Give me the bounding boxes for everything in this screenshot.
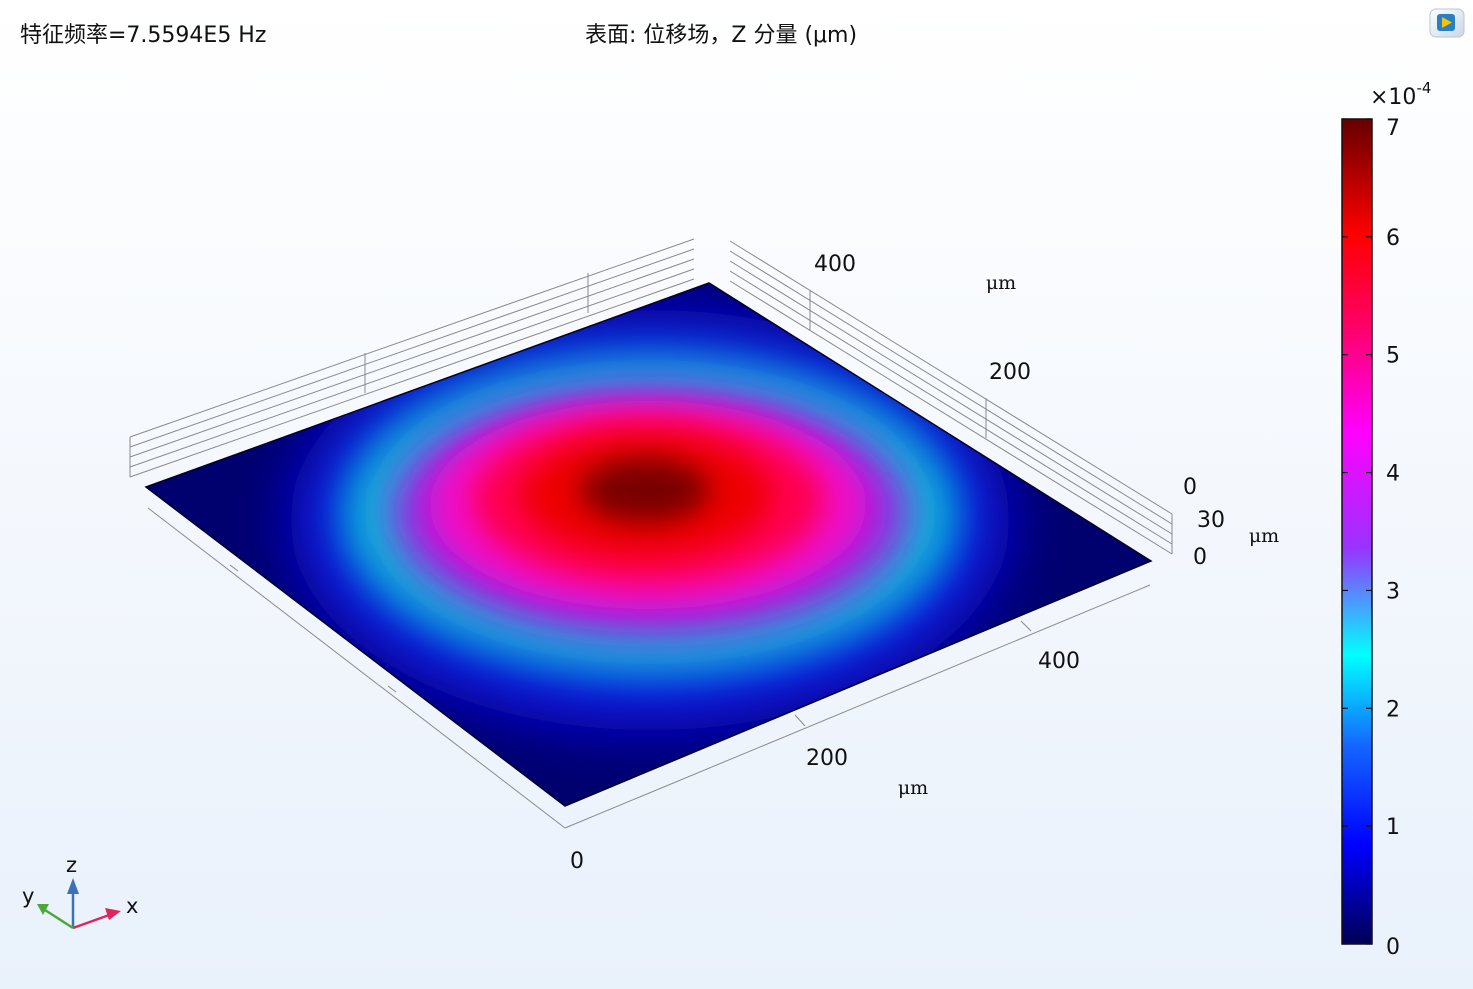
front-axis-lines: [147, 507, 1151, 829]
eigenfrequency-label: 特征频率=7.5594E5 Hz: [20, 23, 267, 48]
x-arrow-head: [105, 908, 121, 920]
colorbar: ×10-4 0 1 2 3 4 5 6 7: [1341, 79, 1431, 960]
plot-title: 表面: 位移场，Z 分量 (μm): [585, 23, 858, 48]
axis-triad: z x y: [22, 853, 138, 930]
y-arrow: [44, 908, 74, 930]
origin-tick: 0: [570, 849, 584, 874]
surface-plot: [146, 283, 1151, 806]
colorbar-tick-label: 6: [1386, 226, 1400, 251]
y-tick-200: 200: [989, 360, 1031, 385]
colorbar-tick-label: 4: [1386, 462, 1400, 487]
plate-outline: [144, 282, 1153, 807]
colorbar-tick-label: 1: [1386, 815, 1400, 840]
colorbar-tick-label: 7: [1386, 116, 1400, 141]
triad-z-label: z: [66, 853, 77, 877]
z-tick-mid: 30: [1197, 508, 1225, 533]
y-arrow-head: [37, 904, 49, 915]
colorbar-multiplier: ×10-4: [1370, 79, 1431, 110]
colorbar-ticks: 0 1 2 3 4 5 6 7: [1342, 116, 1400, 960]
colorbar-tick-label: 5: [1386, 344, 1400, 369]
triad-x-label: x: [126, 894, 138, 918]
colorbar-tick-label: 3: [1386, 579, 1400, 604]
z-axis-unit: μm: [1249, 525, 1279, 547]
colorbar-gradient: [1341, 118, 1373, 945]
colorbar-tick-label: 0: [1386, 935, 1400, 960]
x-tick-400: 400: [1038, 649, 1080, 674]
x-arrow: [72, 912, 113, 930]
z-tick-bottom: 0: [1193, 545, 1207, 570]
comsol-play-icon[interactable]: [1428, 8, 1466, 38]
colorbar-tick-label: 2: [1386, 697, 1400, 722]
right-wall-gridlines: [729, 240, 1173, 555]
y-axis-unit: μm: [986, 272, 1016, 294]
x-tick-200: 200: [806, 746, 848, 771]
triad-y-label: y: [22, 884, 34, 908]
z-arrow-head: [67, 878, 79, 894]
z-tick-top: 0: [1183, 475, 1197, 500]
x-axis-unit: μm: [898, 777, 928, 799]
back-wall-gridlines: [129, 238, 695, 478]
y-tick-400: 400: [814, 252, 856, 277]
